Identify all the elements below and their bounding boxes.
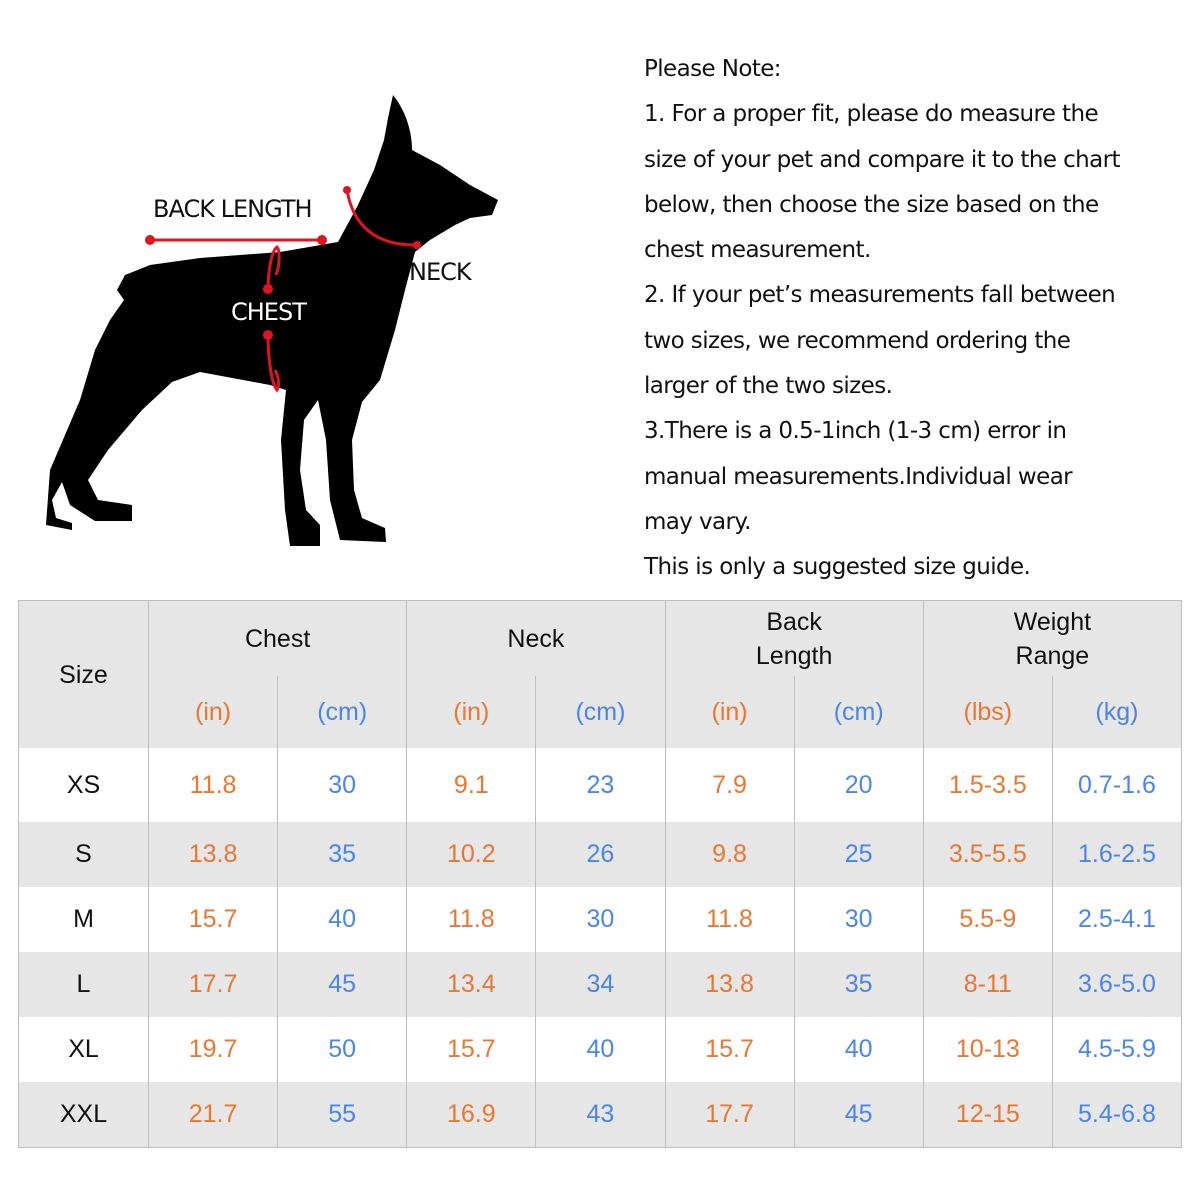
value-cell: 13.8 xyxy=(147,822,279,887)
size-chart-table: Size Chest Neck Back Length Weight Range… xyxy=(18,600,1183,1148)
note-line: manual measurements.Individual wear xyxy=(644,463,1073,490)
value-cell: 40 xyxy=(277,887,408,952)
table-row: M 15.7 40 11.8 30 11.8 30 5.5-9 2.5-4.1 xyxy=(18,887,1183,952)
value-cell: 20 xyxy=(793,748,924,822)
size-header: Size xyxy=(18,600,149,748)
size-cell: XS xyxy=(18,748,149,822)
value-cell: 30 xyxy=(793,887,924,952)
size-cell: S xyxy=(18,822,149,887)
size-cell: M xyxy=(18,887,149,952)
value-cell: 11.8 xyxy=(406,887,537,952)
note-line: This is only a suggested size guide. xyxy=(644,554,1031,581)
value-cell: 45 xyxy=(793,1082,924,1148)
size-cell: L xyxy=(18,952,149,1017)
value-cell: 25 xyxy=(793,822,924,887)
value-cell: 45 xyxy=(277,952,408,1017)
table-row: XL 19.7 50 15.7 40 15.7 40 10-13 4.5-5.9 xyxy=(18,1017,1183,1082)
unit-header: (in) xyxy=(664,676,795,748)
note-line: 2. If your pet’s measurements fall betwe… xyxy=(644,282,1116,309)
unit-header: (in) xyxy=(406,676,537,748)
value-cell: 1.5-3.5 xyxy=(922,748,1053,822)
unit-header: (kg) xyxy=(1051,676,1183,748)
note-line: 1. For a proper fit, please do measure t… xyxy=(644,101,1099,128)
note-line: chest measurement. xyxy=(644,237,871,264)
value-cell: 55 xyxy=(277,1082,408,1148)
chest-label: CHEST xyxy=(231,298,307,326)
size-cell: XXL xyxy=(18,1082,149,1148)
value-cell: 11.8 xyxy=(147,748,279,822)
value-cell: 9.1 xyxy=(406,748,537,822)
value-cell: 12-15 xyxy=(922,1082,1053,1148)
note-line: may vary. xyxy=(644,508,751,535)
dog-measurement-diagram: BACK LENGTH NECK CHEST xyxy=(46,95,498,546)
size-notes: Please Note: 1. For a proper fit, please… xyxy=(644,50,1184,594)
value-cell: 10-13 xyxy=(922,1017,1053,1082)
unit-header: (cm) xyxy=(277,676,408,748)
value-cell: 8-11 xyxy=(922,952,1053,1017)
value-cell: 50 xyxy=(277,1017,408,1082)
value-cell: 7.9 xyxy=(664,748,795,822)
value-cell: 35 xyxy=(793,952,924,1017)
back-length-header: Back Length xyxy=(664,600,924,676)
note-line: 3.There is a 0.5-1inch (1-3 cm) error in xyxy=(644,418,1067,445)
value-cell: 30 xyxy=(535,887,666,952)
value-cell: 5.4-6.8 xyxy=(1051,1082,1183,1148)
chest-line xyxy=(266,245,281,291)
value-cell: 19.7 xyxy=(147,1017,279,1082)
value-cell: 13.8 xyxy=(664,952,795,1017)
value-cell: 11.8 xyxy=(664,887,795,952)
unit-header: (cm) xyxy=(535,676,666,748)
value-cell: 15.7 xyxy=(147,887,279,952)
weight-range-header: Weight Range xyxy=(922,600,1183,676)
table-row: XS 11.8 30 9.1 23 7.9 20 1.5-3.5 0.7-1.6 xyxy=(18,748,1183,822)
dog-silhouette xyxy=(46,95,498,546)
table-row: L 17.7 45 13.4 34 13.8 35 8-11 3.6-5.0 xyxy=(18,952,1183,1017)
value-cell: 0.7-1.6 xyxy=(1051,748,1183,822)
value-cell: 1.6-2.5 xyxy=(1051,822,1183,887)
table-row: XXL 21.7 55 16.9 43 17.7 45 12-15 5.4-6.8 xyxy=(18,1082,1183,1148)
value-cell: 4.5-5.9 xyxy=(1051,1017,1183,1082)
unit-header: (cm) xyxy=(793,676,924,748)
value-cell: 15.7 xyxy=(406,1017,537,1082)
value-cell: 21.7 xyxy=(147,1082,279,1148)
note-line: two sizes, we recommend ordering the xyxy=(644,327,1071,354)
value-cell: 35 xyxy=(277,822,408,887)
value-cell: 10.2 xyxy=(406,822,537,887)
chest-header: Chest xyxy=(147,600,408,676)
unit-header: (lbs) xyxy=(922,676,1053,748)
value-cell: 9.8 xyxy=(664,822,795,887)
note-line: below, then choose the size based on the xyxy=(644,191,1099,218)
value-cell: 34 xyxy=(535,952,666,1017)
value-cell: 16.9 xyxy=(406,1082,537,1148)
value-cell: 3.5-5.5 xyxy=(922,822,1053,887)
value-cell: 13.4 xyxy=(406,952,537,1017)
value-cell: 5.5-9 xyxy=(922,887,1053,952)
notes-heading: Please Note: xyxy=(644,56,782,82)
value-cell: 17.7 xyxy=(147,952,279,1017)
value-cell: 40 xyxy=(535,1017,666,1082)
table-row: S 13.8 35 10.2 26 9.8 25 3.5-5.5 1.6-2.5 xyxy=(18,822,1183,887)
value-cell: 40 xyxy=(793,1017,924,1082)
back-length-label: BACK LENGTH xyxy=(153,195,312,223)
note-line: size of your pet and compare it to the c… xyxy=(644,146,1120,173)
unit-header: (in) xyxy=(147,676,279,748)
neck-line xyxy=(345,189,416,247)
value-cell: 30 xyxy=(277,748,408,822)
value-cell: 43 xyxy=(535,1082,666,1148)
neck-header: Neck xyxy=(406,600,666,676)
value-cell: 26 xyxy=(535,822,666,887)
value-cell: 2.5-4.1 xyxy=(1051,887,1183,952)
value-cell: 23 xyxy=(535,748,666,822)
value-cell: 15.7 xyxy=(664,1017,795,1082)
neck-label: NECK xyxy=(409,258,473,286)
value-cell: 3.6-5.0 xyxy=(1051,952,1183,1017)
note-line: larger of the two sizes. xyxy=(644,373,893,400)
value-cell: 17.7 xyxy=(664,1082,795,1148)
chest-line-lower xyxy=(266,334,280,393)
size-cell: XL xyxy=(18,1017,149,1082)
